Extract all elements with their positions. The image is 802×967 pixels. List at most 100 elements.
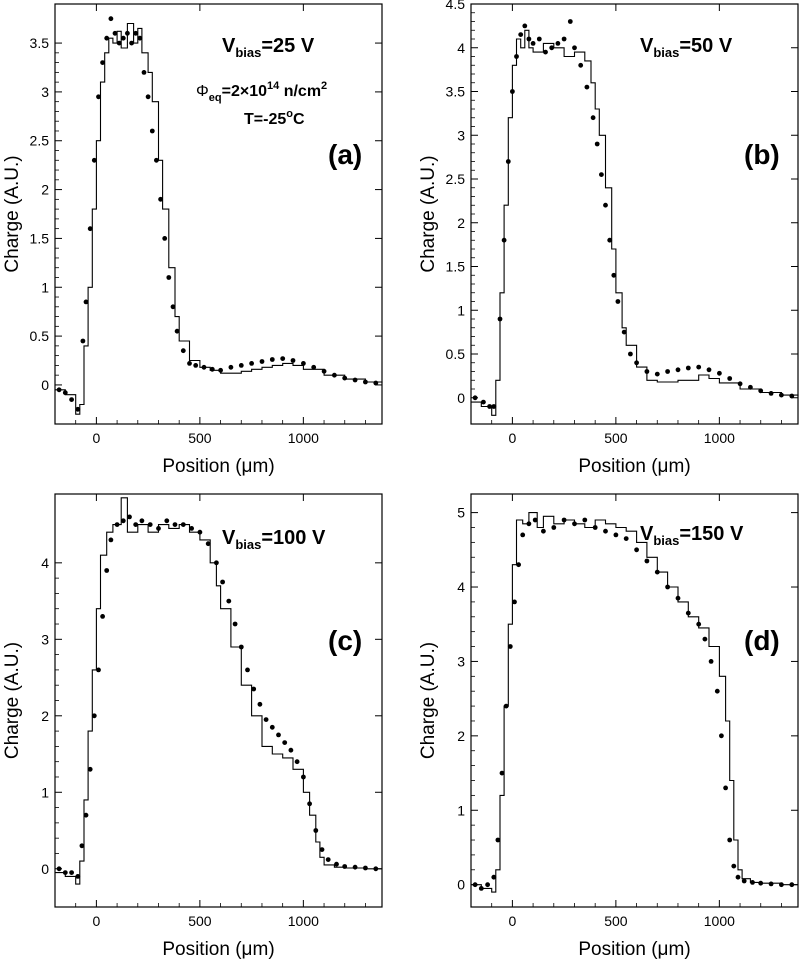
data-point [789, 393, 795, 399]
data-point [129, 40, 135, 46]
vbias-symbol: V [222, 527, 236, 549]
data-point [108, 16, 114, 22]
data-point [232, 621, 238, 627]
data-point [249, 361, 255, 366]
data-point [164, 518, 170, 524]
data-point [342, 864, 348, 869]
y-tick-label: 0 [457, 877, 465, 893]
data-point [526, 36, 532, 42]
y-axis-label: Charge (A.U.) [2, 642, 23, 759]
data-point [80, 338, 86, 344]
x-tick-label: 500 [604, 430, 628, 446]
data-point [197, 529, 203, 535]
vbias-subscript: bias [653, 533, 679, 548]
y-tick-label: 0.5 [446, 346, 466, 362]
y-tick-label: 0 [41, 377, 49, 393]
temperature-unit: C [293, 111, 305, 128]
data-point [319, 847, 325, 852]
data-point [69, 397, 74, 402]
data-point [481, 399, 486, 405]
data-point [514, 54, 519, 59]
panel-label: (d) [744, 625, 780, 656]
data-point [334, 861, 339, 867]
data-point [79, 843, 85, 849]
panel-label: (c) [328, 625, 362, 656]
y-tick-label: 2 [41, 182, 49, 198]
data-point [83, 812, 89, 818]
temperature-value: T=-25 [244, 111, 286, 128]
data-point [551, 525, 557, 530]
y-axis-label: Charge (A.U.) [418, 642, 439, 759]
x-axis-label: Position (μm) [578, 456, 690, 477]
data-point [174, 328, 180, 334]
y-tick-label: 3.5 [30, 35, 50, 51]
data-point [96, 667, 101, 673]
x-tick-label: 0 [508, 913, 516, 929]
data-point [758, 880, 764, 886]
vbias-subscript: bias [235, 537, 261, 552]
data-point [108, 537, 114, 543]
panel-a: 0 0.5 1 1.5 2 2.5 3 3.5 0 500 1000 Position (μm) Cha… [2, 3, 383, 477]
y-tick-label: 3 [457, 653, 465, 669]
y-tick-label: 1.5 [446, 259, 466, 275]
data-point [104, 568, 110, 573]
y-axis-label: Charge (A.U.) [418, 155, 439, 272]
data-point [193, 363, 199, 368]
data-point [723, 785, 728, 791]
x-tick-label: 0 [92, 430, 100, 446]
data-point [706, 367, 712, 373]
panel-label: (a) [328, 139, 362, 170]
data-point [162, 236, 168, 241]
vbias-annotation: Vbias=25 V [222, 35, 315, 60]
data-point [685, 365, 691, 371]
data-point [301, 361, 306, 366]
simulation-step-line [471, 512, 798, 893]
data-point [133, 30, 139, 36]
data-point [245, 667, 250, 673]
data-point [125, 30, 130, 36]
y-tick-label: 4 [457, 579, 465, 595]
vbias-value: =150 V [679, 523, 744, 545]
data-point [507, 644, 513, 649]
vbias-annotation: Vbias=50 V [640, 35, 733, 60]
data-point [719, 733, 724, 739]
panel-label: (b) [744, 139, 780, 170]
data-point [205, 541, 211, 547]
data-point [280, 356, 286, 361]
data-point [543, 49, 548, 55]
y-tick-label: 2 [457, 728, 465, 744]
data-point [615, 299, 621, 304]
vbias-annotation: Vbias=100 V [222, 527, 326, 552]
simulation-step-line [55, 497, 382, 885]
data-point [491, 404, 497, 409]
plot-frame [470, 3, 799, 425]
data-point [472, 882, 478, 888]
data-point [584, 84, 590, 90]
data-point [301, 774, 306, 780]
y-tick-label: 3 [41, 631, 49, 647]
data-point [145, 94, 151, 100]
data-point [166, 275, 172, 280]
data-point [120, 35, 126, 41]
y-tick-label: 5 [457, 505, 465, 521]
data-point [594, 141, 600, 147]
data-point [555, 41, 561, 46]
temperature-annotation: T=-25oC [244, 108, 305, 128]
data-point [487, 404, 492, 409]
data-point [251, 686, 257, 692]
y-tick-label: 3 [41, 84, 49, 100]
data-point [644, 369, 650, 374]
data-point [572, 521, 577, 527]
data-point [779, 392, 784, 398]
data-point [180, 348, 186, 354]
data-point [62, 390, 68, 396]
data-point [257, 701, 263, 707]
data-point [541, 528, 546, 534]
data-point [654, 371, 660, 377]
data-point [104, 35, 110, 41]
data-point [603, 528, 608, 534]
y-tick-label: 3 [457, 127, 465, 143]
data-point [478, 886, 484, 891]
data-point [158, 196, 164, 202]
